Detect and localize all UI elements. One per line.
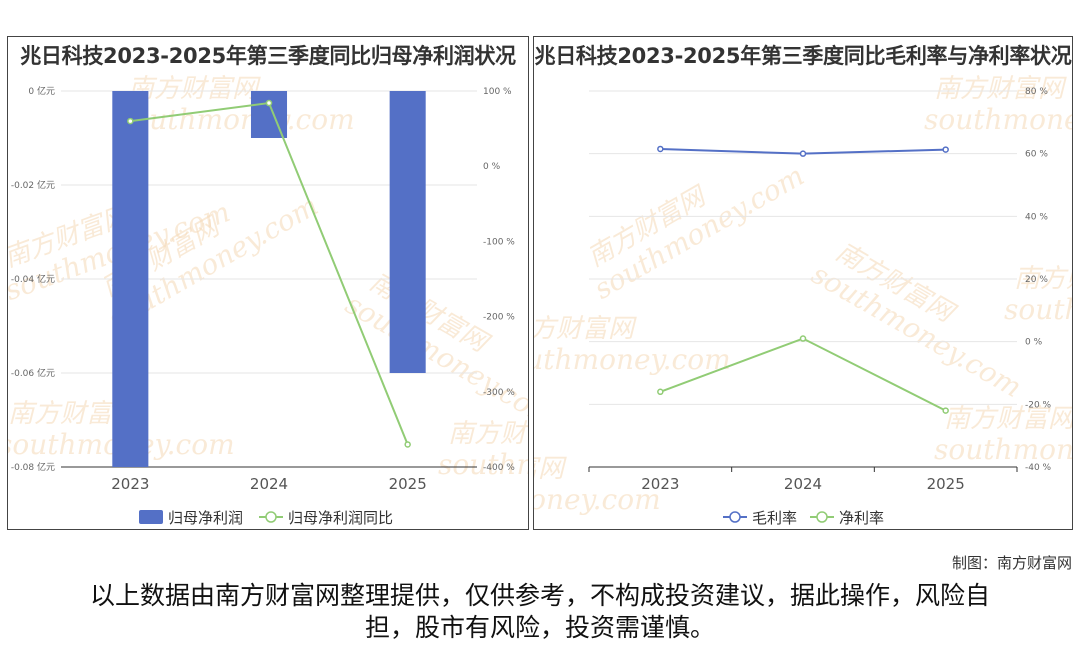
x-tick-label: 2025: [927, 475, 965, 493]
x-tick-label: 2023: [111, 475, 149, 493]
legend-label: 归母净利润: [168, 509, 243, 527]
y-right-tick-label: 100 %: [483, 87, 512, 97]
line-point: [657, 145, 664, 153]
y-left-tick-label: -0.02 亿元: [11, 179, 55, 191]
y-right-tick-label: 40 %: [1025, 212, 1048, 222]
line-point: [127, 117, 134, 125]
watermark-cn: 南方财富网: [944, 404, 1073, 434]
y-left-tick-label: -0.06 亿元: [11, 367, 55, 379]
watermark-en: southmoney.com: [934, 433, 1073, 466]
y-right-tick-label: 0 %: [483, 162, 501, 172]
watermark-cn: 南方财富网: [448, 419, 529, 449]
x-tick-label: 2024: [784, 475, 822, 493]
right-chart-title: 兆日科技2023-2025年第三季度同比毛利率与净利率状况: [534, 44, 1072, 68]
x-tick-label: 2023: [641, 475, 679, 493]
bar: [112, 91, 149, 467]
watermark-en: southmoney.com: [534, 343, 731, 376]
y-right-tick-label: 0 %: [1025, 338, 1043, 348]
y-right-tick-label: -400 %: [483, 463, 515, 473]
x-tick-label: 2025: [389, 475, 427, 493]
bar: [250, 91, 288, 138]
line-point: [265, 99, 273, 107]
y-left-tick-label: -0.04 亿元: [11, 273, 55, 285]
chart-credit: 制图：南方财富网: [951, 554, 1072, 572]
legend-label: 毛利率: [752, 509, 797, 527]
y-right-tick-label: 20 %: [1025, 275, 1048, 285]
y-right-tick-label: -200 %: [483, 313, 515, 323]
watermark-en: southmoney.com: [1004, 293, 1073, 326]
bar: [389, 91, 426, 373]
line-point: [942, 146, 949, 153]
right-chart-panel: 南方财富网 southmoney.com 南方财富网 southmoney.com 南方…: [533, 36, 1073, 530]
left-chart-panel: 南方财富网southmoney.com南方财富网southmoney.com南方…: [7, 36, 529, 530]
y-right-tick-label: -300 %: [483, 388, 515, 398]
watermark-en: southmoney.com: [534, 483, 661, 516]
watermark-en: southmoney.com: [924, 103, 1073, 136]
y-right-tick-label: -20 %: [1025, 400, 1052, 410]
y-right-tick-label: -40 %: [1025, 463, 1052, 473]
watermark-cn: 南方财富网: [1014, 264, 1073, 294]
line-point: [942, 407, 949, 414]
legend-swatch-bar: [139, 510, 163, 524]
legend-swatch-point: [816, 511, 828, 523]
y-left-tick-label: -0.08 亿元: [11, 461, 55, 473]
x-tick-label: 2024: [250, 475, 288, 493]
legend-swatch-point: [265, 511, 277, 523]
line-point: [799, 335, 807, 342]
watermark-cn: 南方财富网: [128, 74, 261, 104]
legend-label: 净利率: [839, 509, 884, 527]
watermark-cn: 南方财富网: [934, 74, 1067, 104]
watermark-cn: 南方财富网: [534, 314, 637, 344]
legend-label: 归母净利润同比: [288, 509, 393, 527]
line-point: [799, 150, 807, 157]
watermark-cn: 南方财富网: [534, 454, 567, 484]
disclaimer-text: 以上数据由南方财富网整理提供，仅供参考，不构成投资建议，据此操作，风险自担，股市…: [89, 581, 990, 642]
y-right-tick-label: -100 %: [483, 237, 515, 247]
legend-swatch-point: [729, 511, 741, 523]
y-left-tick-label: 0 亿元: [28, 85, 55, 97]
watermark-en: southmoney.com: [118, 103, 355, 136]
watermark-en: southmoney.com: [438, 448, 529, 481]
y-right-tick-label: 80 %: [1025, 87, 1048, 97]
left-chart-title: 兆日科技2023-2025年第三季度同比归母净利润状况: [20, 44, 516, 68]
left-chart-svg: 南方财富网southmoney.com南方财富网southmoney.com南方…: [8, 74, 529, 527]
line-point: [404, 441, 411, 448]
y-right-tick-label: 60 %: [1025, 150, 1048, 160]
line-point: [657, 388, 664, 396]
